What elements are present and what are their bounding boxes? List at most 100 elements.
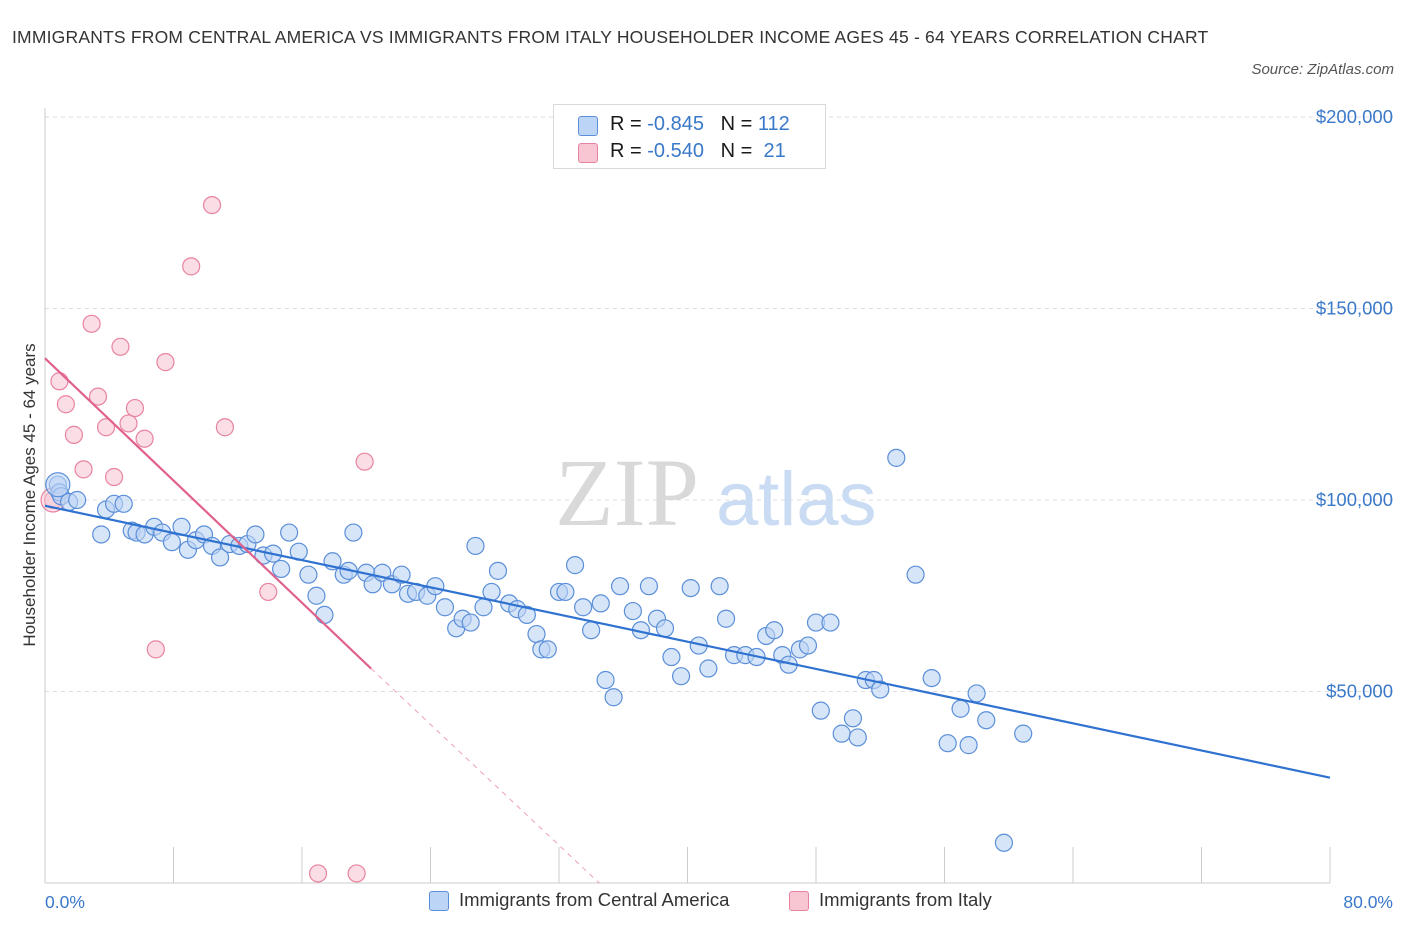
watermark: ZIP atlas [555, 439, 877, 546]
central-america-point [681, 578, 700, 598]
italy-point [50, 372, 69, 391]
y-tick-label: $200,000 [1316, 106, 1393, 127]
italy-point [119, 414, 138, 433]
central-america-point [474, 598, 493, 617]
central-america-point [517, 605, 536, 625]
central-america-point [299, 565, 318, 584]
central-america-point [392, 565, 411, 584]
legend-label-central-america: Immigrants from Central America [459, 889, 730, 910]
italy-point [355, 452, 374, 471]
legend-row-central-america: R = -0.845 N = 112 [578, 113, 790, 139]
central-america-point [527, 624, 546, 644]
central-america-point [671, 667, 691, 686]
central-america-point [662, 647, 681, 667]
central-america-point [699, 659, 718, 678]
central-america-point [114, 494, 133, 513]
central-america-point [272, 559, 291, 579]
legend-r-value: -0.540 [647, 140, 704, 162]
y-axis-label: Householder Income Ages 45 - 64 years [20, 343, 39, 646]
italy-point [82, 314, 101, 333]
legend-swatch-blue [429, 891, 449, 911]
italy-point [202, 195, 222, 215]
central-america-point [1014, 724, 1033, 743]
central-america-point [710, 577, 729, 596]
legend-n-value: 112 [757, 113, 790, 135]
central-america-point [573, 598, 593, 617]
central-america-points [45, 448, 1033, 852]
italy-point [125, 398, 145, 418]
central-america-point [848, 728, 867, 747]
legend-n-label: N = [720, 113, 758, 135]
central-america-point [716, 609, 736, 628]
central-america-point [246, 525, 265, 544]
italy-point [74, 460, 93, 479]
central-america-point [538, 640, 557, 659]
central-america-point [162, 533, 181, 552]
central-america-point [938, 734, 957, 753]
central-america-point [959, 736, 978, 755]
source-label: Source: ZipAtlas.com [1251, 61, 1394, 78]
legend-r-value: -0.845 [647, 113, 704, 135]
watermark-zip: ZIP [555, 439, 699, 546]
central-america-point [821, 613, 840, 632]
central-america-point [843, 709, 863, 728]
legend-n-label: N = [720, 140, 758, 162]
central-america-point [280, 523, 299, 542]
central-america-point [811, 701, 830, 720]
italy-point [182, 257, 201, 276]
central-america-point [977, 711, 996, 730]
italy-point [64, 425, 84, 444]
legend-n-value: 21 [757, 140, 786, 162]
italy-point [104, 467, 124, 487]
central-america-point [951, 699, 970, 718]
trend-lines [44, 357, 1331, 884]
central-america-point [604, 688, 623, 707]
central-america-point [639, 577, 659, 596]
italy-point [347, 864, 366, 883]
central-america-point [466, 536, 485, 556]
central-america-point [906, 565, 925, 584]
central-america-point-large [45, 472, 71, 498]
legend-label-italy: Immigrants from Italy [819, 889, 992, 910]
central-america-point [887, 448, 906, 467]
y-tick-label: $50,000 [1326, 681, 1393, 702]
italy-trend-extension [370, 668, 600, 884]
central-america-point [610, 577, 630, 596]
central-america-point [922, 668, 941, 688]
legend-r-label: R = [610, 113, 648, 135]
y-tick-labels: $50,000 $100,000 $150,000 $200,000 [1316, 106, 1393, 702]
italy-point [111, 337, 130, 356]
central-america-point [307, 586, 326, 605]
chart-title: IMMIGRANTS FROM CENTRAL AMERICA VS IMMIG… [12, 27, 1209, 47]
central-america-point [623, 601, 642, 621]
legend-swatch-pink [578, 143, 598, 163]
italy-trend-line [44, 357, 372, 670]
legend-swatch-pink [789, 891, 809, 911]
legend-swatch-blue [578, 116, 598, 136]
central-america-point [798, 636, 818, 655]
italy-point [146, 640, 165, 659]
central-america-point [435, 598, 455, 617]
italy-point [259, 582, 278, 602]
central-america-point [591, 594, 610, 613]
central-america-point [461, 613, 480, 632]
italy-point [156, 353, 175, 372]
central-america-point [92, 525, 111, 544]
watermark-atlas: atlas [716, 457, 877, 542]
x-tick-max: 80.0% [1343, 892, 1393, 912]
legend-r-label: R = [610, 140, 648, 162]
grid-lines [45, 116, 1393, 692]
italy-point [56, 395, 75, 414]
stats-legend: R = -0.845 N = 112 R = -0.540 N = 21 [553, 104, 826, 169]
central-america-point [210, 548, 230, 567]
central-america-point [68, 490, 87, 510]
central-america-point [596, 670, 615, 690]
central-america-point [871, 680, 890, 699]
central-america-point [655, 619, 675, 638]
central-america-point [565, 556, 585, 575]
central-america-point [765, 621, 784, 640]
italy-point [96, 418, 116, 437]
x-tick-min: 0.0% [45, 892, 85, 912]
y-tick-label: $100,000 [1316, 489, 1393, 510]
